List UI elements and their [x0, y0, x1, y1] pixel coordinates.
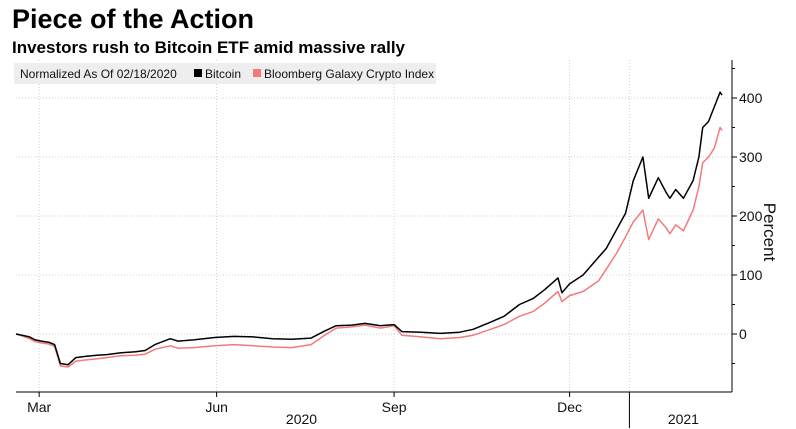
axes: 0 100 200 300 400 Mar Jun Sep Dec 2020 2021 [16, 60, 763, 428]
x-year-label-2020: 2020 [286, 411, 317, 427]
legend: Normalized As Of 02/18/2020 Bitcoin Bloo… [14, 63, 436, 84]
series-line-bitcoin [15, 91, 723, 366]
legend-swatch-bitcoin [194, 69, 202, 77]
x-tick-label-sep: Sep [382, 399, 407, 415]
x-year-label-2021: 2021 [668, 411, 699, 427]
series-line-bloomberg-galaxy-crypto-index [15, 126, 723, 368]
y-tick-label-0: 0 [739, 326, 747, 342]
x-tick-label-mar: Mar [27, 399, 51, 415]
legend-label-bitcoin: Bitcoin [205, 67, 241, 81]
y-tick-label-200: 200 [739, 208, 763, 224]
legend-label-crypto-index: Bloomberg Galaxy Crypto Index [264, 67, 434, 81]
legend-background [14, 63, 436, 84]
chart-title: Piece of the Action [12, 4, 255, 34]
legend-swatch-crypto-index [253, 69, 261, 77]
series-layer [15, 91, 723, 368]
y-tick-label-100: 100 [739, 267, 763, 283]
y-tick-label-300: 300 [739, 149, 763, 165]
y-tick-label-400: 400 [739, 90, 763, 106]
x-tick-label-jun: Jun [205, 399, 228, 415]
chart-subtitle: Investors rush to Bitcoin ETF amid massi… [12, 38, 406, 57]
y-axis-label: Percent [760, 203, 779, 262]
gridlines [16, 60, 732, 392]
x-tick-label-dec: Dec [557, 399, 582, 415]
legend-note: Normalized As Of 02/18/2020 [20, 67, 177, 81]
